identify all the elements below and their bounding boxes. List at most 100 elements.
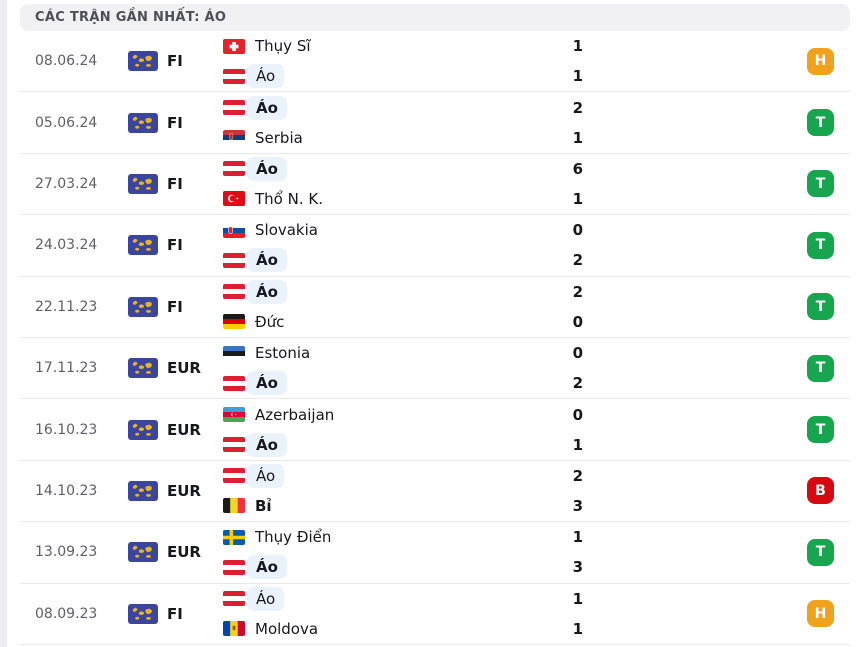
match-date: 08.06.24	[35, 53, 98, 70]
away-team-name: Moldova	[255, 619, 319, 638]
competition-label: EUR	[167, 420, 201, 439]
home-team-line: Azerbaijan 0	[223, 400, 583, 430]
home-team-name: Slovakia	[255, 221, 318, 240]
away-flag-icon	[223, 375, 245, 391]
match-date: 08.09.23	[35, 605, 98, 622]
away-team-name: Đức	[255, 312, 285, 331]
result-column: T	[583, 293, 850, 321]
match-date: 05.06.24	[35, 114, 98, 131]
away-team-name: Áo	[247, 555, 287, 580]
away-team-name: Bỉ	[255, 496, 272, 515]
home-score: 1	[572, 37, 583, 56]
competition-label: FI	[167, 113, 183, 132]
away-flag-icon	[223, 252, 245, 268]
away-score: 3	[572, 558, 583, 577]
result-column: T	[583, 354, 850, 382]
result-column: T	[583, 538, 850, 566]
world-map-icon	[128, 235, 158, 256]
match-row[interactable]: 16.10.23 EUR Azerbaijan 0 Áo 1 T	[20, 399, 850, 461]
home-team-line: Áo 1	[223, 584, 583, 614]
home-score: 0	[572, 221, 583, 240]
recent-matches-widget: CÁC TRẬN GẦN NHẤT: ÁO 08.06.24 FI Thụy S…	[20, 4, 850, 645]
result-badge: T	[807, 416, 834, 444]
home-team-line: Áo 2	[223, 93, 583, 123]
world-map-icon	[128, 419, 158, 440]
match-row[interactable]: 14.10.23 EUR Áo 2 Bỉ 3 B	[20, 461, 850, 523]
world-map-icon	[128, 112, 158, 133]
competition: FI	[128, 603, 223, 624]
match-row[interactable]: 17.11.23 EUR Estonia 0 Áo 2 T	[20, 338, 850, 400]
competition-label: FI	[167, 236, 183, 255]
match-row[interactable]: 13.09.23 EUR Thụy Điển 1 Áo 3 T	[20, 522, 850, 584]
world-map-icon	[128, 51, 158, 72]
result-column: H	[583, 47, 850, 75]
match-row[interactable]: 08.09.23 FI Áo 1 Moldova 1 H	[20, 584, 850, 645]
competition: EUR	[128, 419, 223, 440]
match-list: 08.06.24 FI Thụy Sĩ 1 Áo 1 H 05.06.24 FI	[20, 31, 850, 645]
page-left-strip	[0, 0, 7, 647]
match-row[interactable]: 22.11.23 FI Áo 2 Đức 0 T	[20, 277, 850, 338]
competition: FI	[128, 235, 223, 256]
teams-column: Áo 2 Serbia 1	[223, 93, 583, 153]
teams-column: Áo 2 Đức 0	[223, 277, 583, 337]
result-badge: H	[807, 47, 834, 75]
competition-label: FI	[167, 52, 183, 71]
competition: FI	[128, 51, 223, 72]
away-team-line: Áo 1	[223, 61, 583, 91]
away-team-name: Áo	[247, 248, 287, 273]
away-team-name: Áo	[247, 371, 287, 396]
result-badge: T	[807, 231, 834, 259]
result-column: H	[583, 600, 850, 628]
away-score: 2	[572, 251, 583, 270]
away-flag-icon	[223, 68, 245, 84]
match-date: 24.03.24	[35, 237, 98, 254]
result-badge: T	[807, 293, 834, 321]
teams-column: Thụy Sĩ 1 Áo 1	[223, 31, 583, 91]
home-flag-icon	[223, 161, 245, 177]
away-team-line: Đức 0	[223, 307, 583, 337]
home-team-line: Áo 6	[223, 154, 583, 184]
away-team-line: Áo 1	[223, 430, 583, 460]
away-score: 3	[572, 496, 583, 515]
competition: FI	[128, 296, 223, 317]
away-score: 1	[572, 67, 583, 86]
away-team-line: Áo 3	[223, 552, 583, 582]
world-map-icon	[128, 542, 158, 563]
result-badge: T	[807, 354, 834, 382]
match-date: 17.11.23	[35, 360, 98, 377]
competition: EUR	[128, 358, 223, 379]
home-flag-icon	[223, 222, 245, 238]
teams-column: Thụy Điển 1 Áo 3	[223, 522, 583, 582]
away-score: 2	[572, 374, 583, 393]
match-row[interactable]: 08.06.24 FI Thụy Sĩ 1 Áo 1 H	[20, 31, 850, 93]
home-team-line: Áo 2	[223, 277, 583, 307]
world-map-icon	[128, 358, 158, 379]
away-flag-icon	[223, 621, 245, 637]
home-flag-icon	[223, 591, 245, 607]
home-flag-icon	[223, 38, 245, 54]
competition: FI	[128, 173, 223, 194]
match-row[interactable]: 05.06.24 FI Áo 2 Serbia 1 T	[20, 92, 850, 154]
away-flag-icon	[223, 130, 245, 146]
away-score: 1	[572, 189, 583, 208]
home-team-name: Thụy Điển	[255, 528, 332, 547]
home-flag-icon	[223, 529, 245, 545]
competition-label: EUR	[167, 543, 201, 562]
result-badge: T	[807, 109, 834, 137]
home-score: 2	[572, 466, 583, 485]
away-score: 1	[572, 435, 583, 454]
home-flag-icon	[223, 468, 245, 484]
home-score: 2	[572, 282, 583, 301]
away-score: 1	[572, 619, 583, 638]
away-flag-icon	[223, 191, 245, 207]
home-team-name: Estonia	[255, 344, 311, 363]
home-team-name: Áo	[247, 586, 285, 611]
match-date: 16.10.23	[35, 421, 98, 438]
competition: EUR	[128, 480, 223, 501]
match-row[interactable]: 27.03.24 FI Áo 6 Thổ N. K. 1 T	[20, 154, 850, 216]
home-flag-icon	[223, 345, 245, 361]
home-team-name: Azerbaijan	[255, 405, 335, 424]
away-team-line: Áo 2	[223, 368, 583, 398]
world-map-icon	[128, 173, 158, 194]
match-row[interactable]: 24.03.24 FI Slovakia 0 Áo 2 T	[20, 215, 850, 277]
